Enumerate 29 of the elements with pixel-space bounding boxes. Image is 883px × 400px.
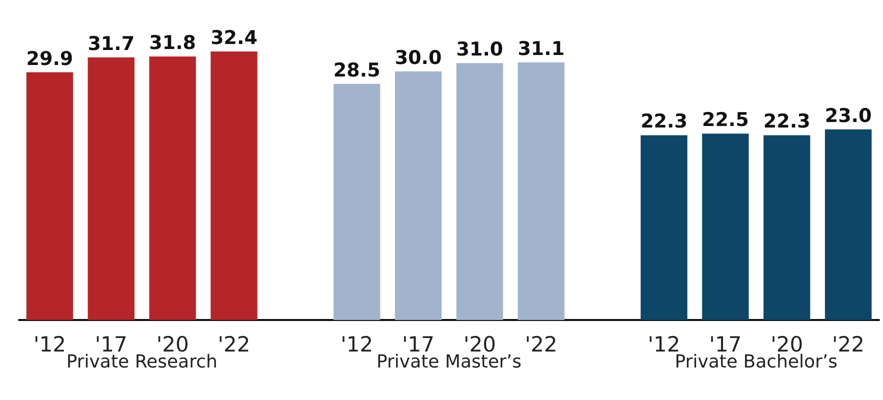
bar — [26, 72, 74, 320]
data-label: 22.3 — [763, 110, 810, 133]
x-tick-label: '12 — [33, 332, 66, 356]
x-tick-label: '12 — [340, 332, 374, 356]
bar — [518, 62, 564, 320]
bar — [334, 84, 380, 320]
bar — [764, 135, 810, 320]
bar — [702, 134, 749, 320]
bar — [394, 71, 442, 320]
data-label: 22.3 — [640, 110, 688, 133]
data-label: 28.5 — [333, 59, 380, 82]
bar — [824, 129, 872, 320]
bar — [149, 56, 196, 320]
data-label: 23.0 — [824, 104, 872, 127]
data-label: 30.0 — [394, 46, 442, 69]
x-tick-label: '22 — [218, 332, 250, 356]
bar — [640, 135, 688, 320]
data-label: 31.0 — [456, 38, 504, 61]
bar — [456, 63, 504, 320]
data-label: 31.1 — [518, 38, 565, 60]
series-label: Private Master’s — [376, 352, 522, 372]
data-label: 31.7 — [88, 32, 135, 55]
bar — [210, 52, 258, 320]
data-label: 22.5 — [702, 109, 749, 132]
data-label: 29.9 — [26, 48, 74, 70]
x-tick-label: '22 — [524, 332, 558, 356]
bar — [88, 57, 134, 320]
data-label: 32.4 — [210, 27, 258, 50]
data-label: 31.8 — [149, 32, 196, 54]
